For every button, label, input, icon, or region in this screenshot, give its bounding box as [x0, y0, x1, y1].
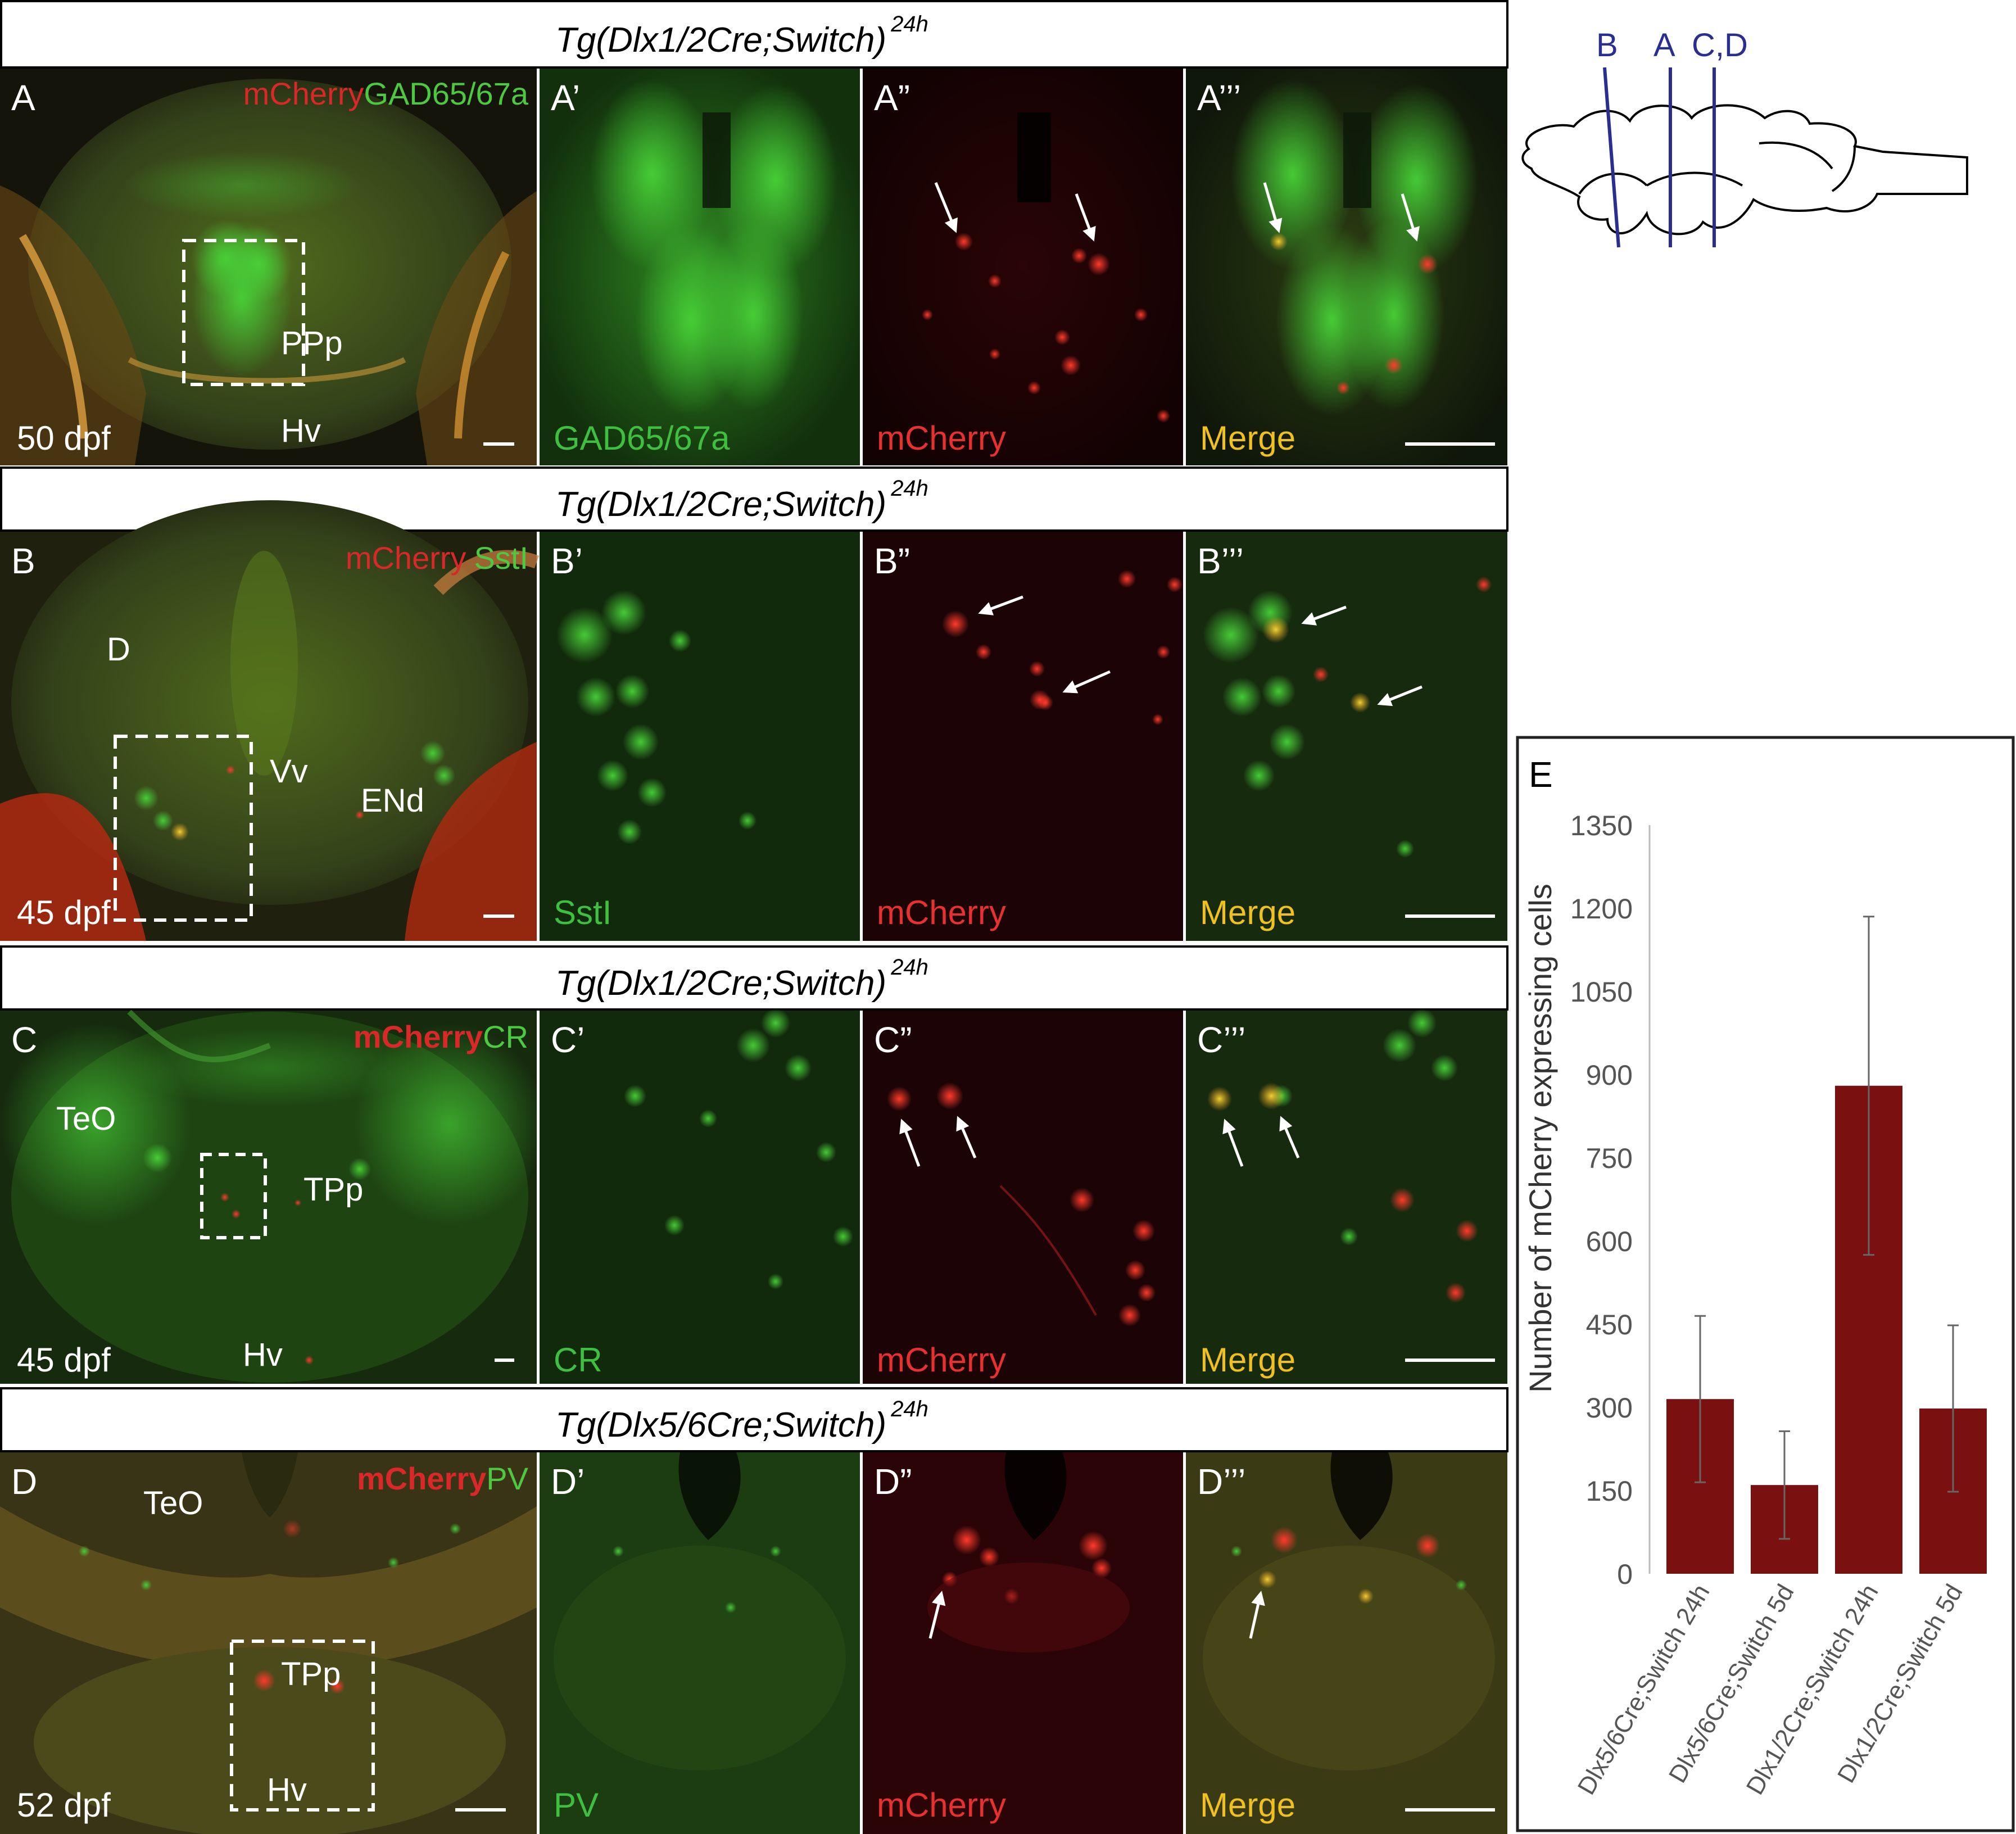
panel-letter: C’’’	[1197, 1020, 1246, 1060]
panel-b-overview: B mCherry SstI D Vv ENd 45 dpf	[0, 500, 540, 941]
region-label: D	[107, 631, 130, 668]
schematic-label: C,D	[1692, 27, 1748, 64]
y-tick-label: 600	[1586, 1226, 1633, 1257]
channel-label: mCherry	[877, 1786, 1006, 1824]
chart-e: E Number of mCherry expressing cells 0 15…	[1516, 736, 2015, 1832]
panel-letter: D’	[551, 1461, 585, 1502]
channel-label: GAD65/67a	[554, 419, 730, 457]
y-tick-label: 450	[1586, 1309, 1633, 1341]
error-bar	[1947, 1324, 1959, 1493]
row-c-title: Tg(Dlx1/2Cre;Switch) 24h	[555, 955, 928, 1003]
panel-letter: A’’’	[1197, 78, 1241, 118]
channel-label: CR	[554, 1341, 602, 1379]
panel-letter: C”	[874, 1020, 912, 1060]
region-label: PPp	[281, 325, 343, 361]
brain-schematic: B A C,D	[1521, 27, 1968, 248]
region-label: TPp	[303, 1171, 363, 1208]
row-b-title: Tg(Dlx1/2Cre;Switch) 24h	[555, 476, 928, 524]
panel-a-overview: A mCherryGAD65/67a PPp Hv 50 dpf	[0, 69, 537, 465]
y-tick-label: 750	[1586, 1143, 1633, 1174]
stain-label: mCherryPV	[357, 1461, 529, 1496]
region-label: TeO	[56, 1101, 116, 1137]
panel-c1-green: C’ CR	[540, 1008, 860, 1384]
panel-b2-red: B” mCherry	[863, 532, 1183, 941]
stain-label: mCherry SstI	[346, 540, 528, 576]
channel-label: mCherry	[877, 894, 1006, 931]
panel-a3-merge: A’’’ Merge	[1186, 69, 1507, 465]
row-c: Tg(Dlx1/2Cre;Switch) 24h C mCherryCR TeO …	[0, 945, 1508, 1384]
panel-letter: C	[11, 1020, 37, 1060]
panel-d1-green: D’ PV	[540, 1452, 860, 1834]
panel-letter: D”	[874, 1461, 912, 1502]
region-label: Vv	[270, 753, 308, 790]
region-label: Hv	[281, 413, 321, 449]
stage-label: 50 dpf	[17, 419, 111, 457]
y-tick-label: 300	[1586, 1392, 1633, 1424]
y-tick-label: 900	[1586, 1059, 1633, 1091]
row-b: Tg(Dlx1/2Cre;Switch) 24h B mCherry SstI D …	[0, 467, 1508, 941]
channel-label: Merge	[1200, 894, 1295, 931]
panel-letter: B	[11, 541, 35, 581]
panel-letter: B’’’	[1197, 541, 1244, 581]
panel-c2-red: C” mCherry	[863, 1011, 1183, 1384]
panel-d3-merge: D’’’ Merge	[1186, 1452, 1507, 1834]
channel-label: mCherry	[877, 1341, 1006, 1379]
stage-label: 52 dpf	[17, 1786, 111, 1824]
panel-letter: B”	[874, 541, 910, 581]
bars	[1666, 916, 1987, 1574]
y-tick-label: 1350	[1570, 810, 1633, 841]
stage-label: 45 dpf	[17, 1341, 111, 1379]
row-a-title: Tg(Dlx1/2Cre;Switch) 24h	[555, 12, 928, 60]
error-bar	[1863, 916, 1874, 1256]
region-label: Hv	[243, 1337, 283, 1373]
y-tick-label: 1050	[1570, 976, 1633, 1008]
region-label: TPp	[281, 1656, 341, 1692]
panel-d2-red: D” mCherry	[863, 1452, 1183, 1834]
panel-c-overview: C mCherryCR TeO TPp Hv 45 dpf	[0, 1009, 545, 1384]
channel-label: PV	[554, 1786, 599, 1824]
panel-letter: C’	[551, 1020, 585, 1060]
panel-letter: D’’’	[1197, 1461, 1246, 1502]
row-a: Tg(Dlx1/2Cre;Switch) 24h A mCherryGAD65/6…	[0, 0, 1508, 465]
channel-label: mCherry	[877, 419, 1006, 457]
panel-d-overview: D mCherryPV TeO TPp Hv 52 dpf	[0, 1452, 537, 1834]
panel-letter: A’	[551, 78, 580, 118]
schematic-label: A	[1653, 27, 1675, 64]
y-tick-label: 150	[1586, 1475, 1633, 1507]
error-bar	[1779, 1430, 1790, 1540]
y-tick-label: 1200	[1570, 893, 1633, 925]
stain-label: mCherryGAD65/67a	[243, 76, 529, 111]
panel-c3-merge: C’’’ Merge	[1186, 1008, 1507, 1384]
error-bar	[1695, 1315, 1706, 1483]
channel-label: Merge	[1200, 1786, 1295, 1824]
y-axis-label: Number of mCherry expressing cells	[1523, 884, 1558, 1393]
region-label: TeO	[143, 1485, 203, 1521]
region-label: Hv	[267, 1772, 307, 1808]
row-d: Tg(Dlx5/6Cre;Switch) 24h D mCherryPV TeO …	[0, 1387, 1508, 1834]
schematic-label: B	[1596, 27, 1618, 64]
panel-letter: A	[11, 78, 35, 118]
row-d-title: Tg(Dlx5/6Cre;Switch) 24h	[555, 1397, 928, 1444]
panel-letter: D	[11, 1461, 37, 1502]
stain-label: mCherryCR	[354, 1019, 528, 1054]
panel-letter: B’	[551, 541, 583, 581]
stage-label: 45 dpf	[17, 894, 111, 931]
channel-label: SstI	[554, 894, 611, 931]
panel-b3-merge: B’’’ Merge	[1186, 532, 1507, 941]
chart-panel-letter: E	[1529, 754, 1553, 795]
region-label: ENd	[361, 782, 424, 819]
panel-a2-red: A” mCherry	[863, 69, 1183, 465]
channel-label: Merge	[1200, 419, 1295, 457]
channel-label: Merge	[1200, 1341, 1295, 1379]
panel-letter: A”	[874, 78, 910, 118]
y-tick-label: 0	[1617, 1559, 1633, 1590]
panel-b1-green: B’ SstI	[540, 532, 860, 941]
y-ticks: 0 150 300 450 600 750 900 1050 1200 1350	[1570, 810, 1633, 1590]
panel-a1-green: A’ GAD65/67a	[540, 69, 860, 465]
